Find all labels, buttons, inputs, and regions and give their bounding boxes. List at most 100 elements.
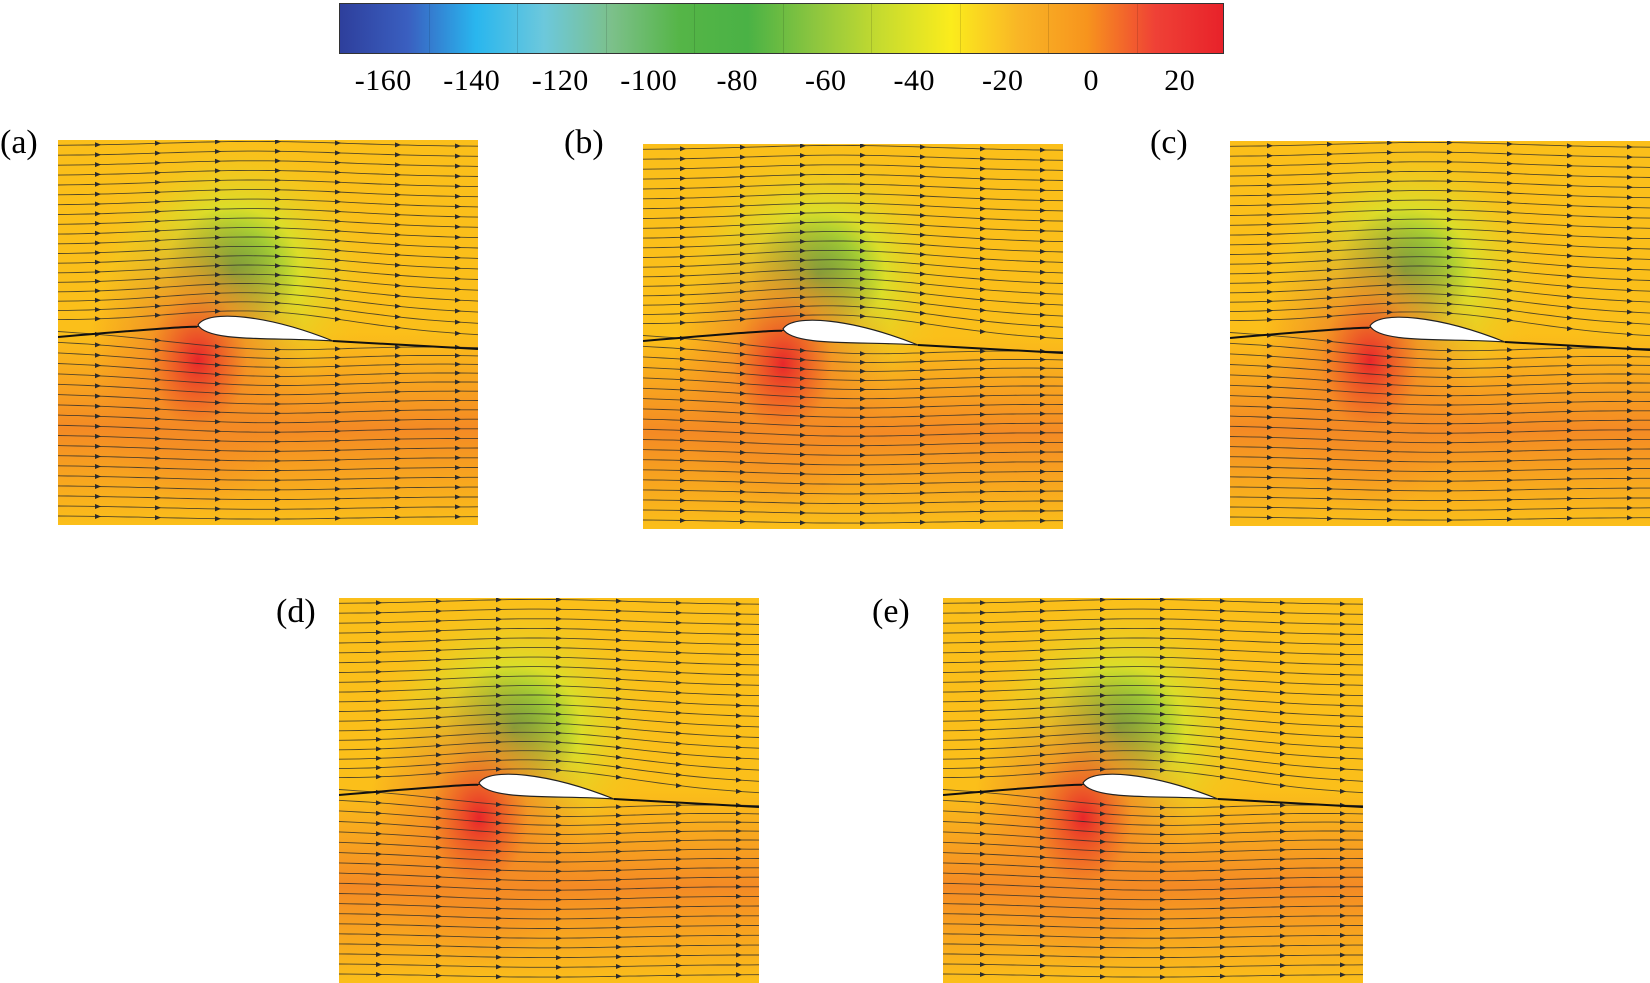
streamline-arrow — [740, 391, 746, 396]
streamline-arrow — [1507, 364, 1513, 370]
streamline-arrow — [436, 933, 442, 939]
streamline-arrow — [1447, 393, 1453, 399]
streamline-arrow — [680, 273, 686, 279]
streamline-arrow — [95, 316, 101, 322]
airfoil — [478, 773, 615, 800]
streamline — [643, 499, 1063, 505]
streamline-arrow — [1160, 850, 1166, 856]
streamline-arrow — [1327, 304, 1333, 310]
streamline-arrow — [215, 281, 221, 287]
streamline-arrow — [860, 433, 866, 439]
streamline-arrow — [1327, 200, 1333, 206]
streamline-arrow — [800, 303, 806, 309]
streamline — [1230, 218, 1650, 229]
streamline-arrow — [1327, 506, 1333, 512]
streamline-arrow — [1327, 466, 1333, 472]
streamline-arrow — [1280, 904, 1286, 910]
streamline-arrow — [1040, 238, 1046, 244]
streamline — [943, 656, 1363, 666]
streamline-arrow — [95, 433, 101, 439]
streamline-arrow — [1220, 858, 1226, 864]
streamline-arrow — [455, 388, 461, 394]
streamline-arrow — [455, 474, 461, 480]
streamline-arrow — [860, 510, 866, 516]
streamline-arrow — [736, 819, 742, 825]
streamline-arrow — [155, 275, 161, 281]
streamline-arrow — [920, 261, 926, 267]
streamline-arrow — [395, 427, 401, 432]
airfoil — [197, 315, 334, 342]
streamline-arrow — [860, 491, 866, 497]
streamline-arrow — [1280, 953, 1286, 959]
streamline-arrow — [1447, 478, 1453, 484]
streamline-arrow — [1567, 418, 1573, 424]
streamline-arrow — [1160, 606, 1166, 612]
streamline-arrow — [1507, 429, 1513, 435]
streamline-arrow — [680, 282, 686, 288]
streamline-arrow — [1327, 190, 1333, 196]
streamline-arrow — [1507, 420, 1513, 426]
streamline-arrow — [1100, 664, 1106, 670]
streamline — [943, 821, 1363, 835]
streamline-arrow — [496, 674, 502, 680]
streamline-arrow — [1340, 962, 1346, 968]
streamline-arrow — [1220, 715, 1226, 721]
streamline-arrow — [736, 952, 742, 958]
streamline-arrow — [1387, 282, 1393, 288]
streamline-arrow — [556, 878, 562, 884]
streamline-arrow — [1567, 284, 1573, 290]
streamline-arrow — [436, 770, 442, 776]
streamline-arrow — [455, 484, 461, 490]
streamline-arrow — [860, 172, 866, 178]
streamline-arrow — [155, 170, 161, 176]
streamline-arrow — [155, 285, 161, 291]
streamline-arrow — [1280, 720, 1286, 726]
streamline-arrow — [1100, 766, 1106, 772]
streamline-arrow — [740, 361, 746, 367]
streamline-arrow — [1100, 655, 1106, 661]
streamline-arrow — [556, 692, 562, 698]
streamline-arrow — [1160, 664, 1166, 670]
streamline-arrow — [980, 186, 986, 192]
streamline-arrow — [980, 821, 986, 826]
streamline-arrow — [556, 758, 562, 764]
colorbar-divider — [694, 4, 695, 53]
streamline-arrow — [1387, 159, 1393, 165]
streamline-arrow — [436, 628, 442, 634]
streamline-arrow — [1567, 143, 1573, 149]
streamline-arrow — [1447, 498, 1453, 504]
streamline-arrow — [95, 443, 101, 449]
streamline-arrow — [1447, 430, 1453, 436]
streamline-arrow — [740, 232, 746, 238]
streamline-arrow — [1040, 667, 1046, 672]
streamline-arrow — [556, 926, 562, 931]
streamline — [339, 675, 759, 686]
streamline-arrow — [1220, 886, 1226, 892]
streamline-arrow — [920, 500, 926, 506]
streamline-arrow — [800, 267, 806, 273]
streamline-arrow — [860, 295, 866, 301]
streamline-arrow — [800, 276, 806, 282]
streamline-arrow — [1220, 944, 1226, 950]
streamline-arrow — [1040, 301, 1046, 307]
streamline-arrow — [376, 841, 382, 847]
streamline-arrow — [800, 285, 806, 291]
streamline-arrow — [616, 764, 622, 770]
streamline-arrow — [215, 158, 221, 164]
streamline-arrow — [800, 294, 806, 300]
streamline — [58, 227, 478, 239]
streamline-arrow — [736, 703, 742, 708]
streamline-arrow — [395, 262, 401, 268]
streamline-arrow — [1447, 141, 1453, 146]
streamline — [643, 489, 1063, 495]
streamline-arrow — [455, 445, 461, 451]
streamline-arrow — [676, 963, 682, 968]
streamline — [943, 598, 1363, 605]
streamline-arrow — [1160, 805, 1166, 811]
streamline — [1230, 237, 1650, 250]
streamline-arrow — [395, 192, 401, 198]
streamline-arrow — [1280, 640, 1286, 646]
streamline-arrow — [1100, 702, 1106, 708]
streamline-arrow — [155, 357, 161, 363]
streamline-arrow — [1627, 446, 1633, 452]
